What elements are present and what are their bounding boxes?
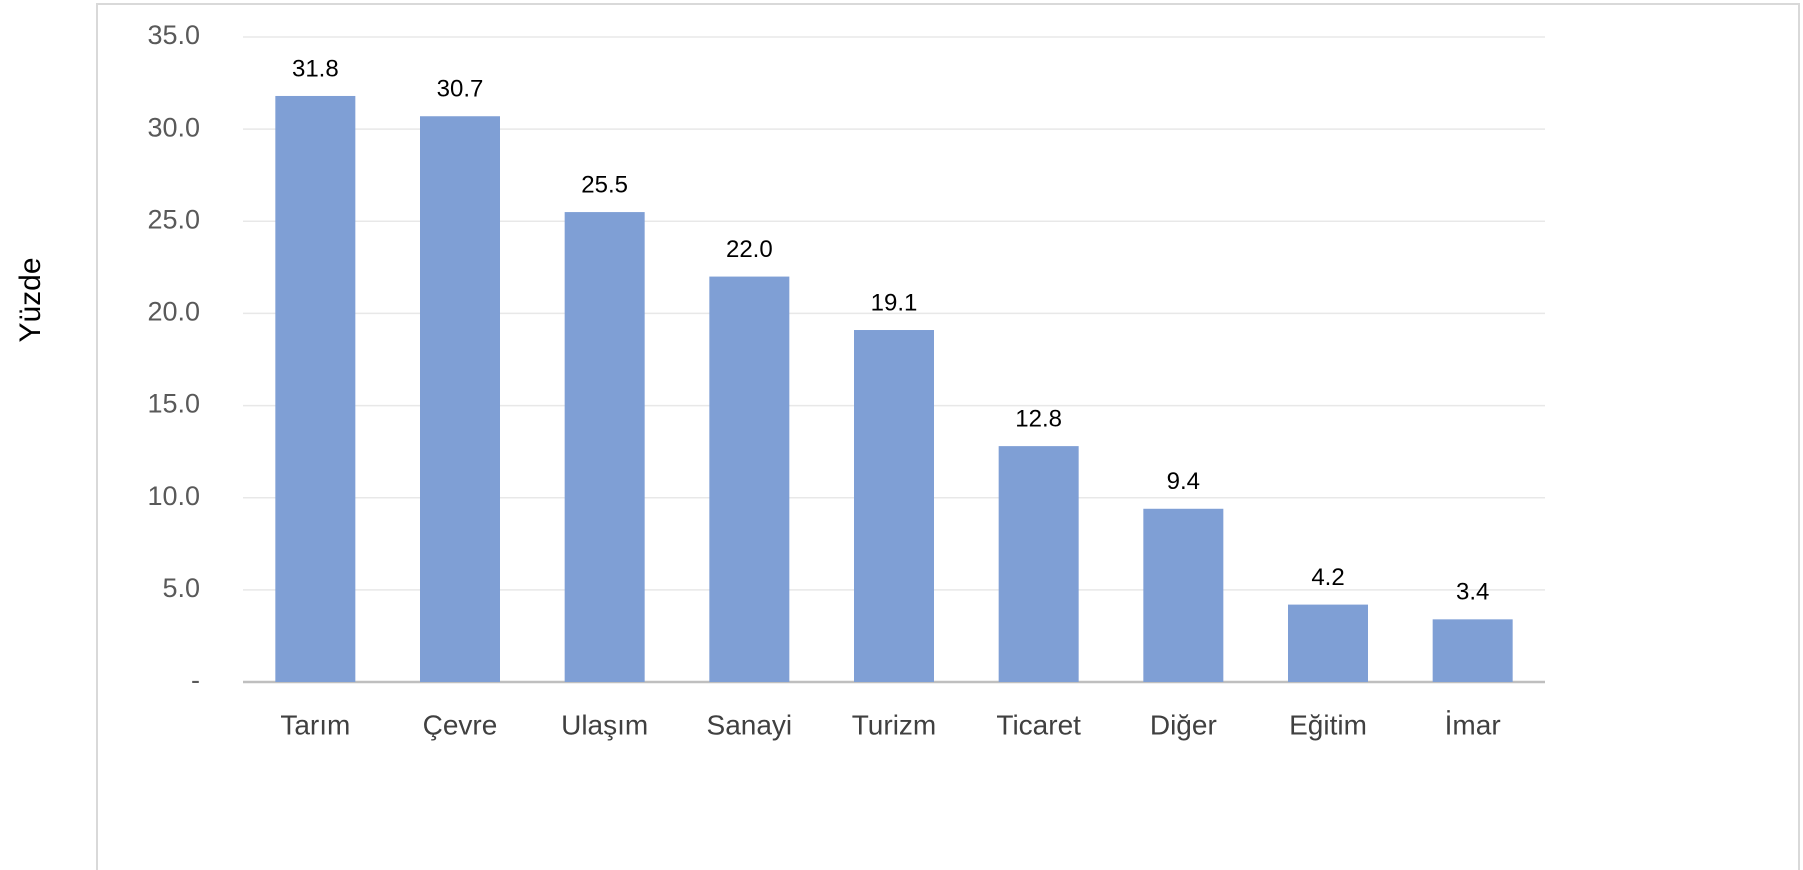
value-label: 3.4 [1456, 579, 1489, 606]
bar [275, 95, 356, 682]
bar [1288, 604, 1368, 682]
value-label: 4.2 [1311, 564, 1344, 591]
chart-border [96, 3, 1800, 870]
y-tick-label: 15.0 [147, 389, 200, 419]
y-tick-label: - [191, 665, 200, 695]
x-tick-label: Ticaret [996, 709, 1081, 740]
bar [998, 446, 1079, 682]
y-tick-label: 35.0 [147, 20, 200, 50]
x-tick-label: Sanayi [707, 709, 793, 740]
y-tick-label: 25.0 [147, 204, 200, 234]
value-label: 9.4 [1167, 468, 1200, 495]
value-label: 19.1 [871, 289, 918, 316]
x-tick-label: Turizm [852, 709, 937, 740]
x-tick-label: İmar [1445, 709, 1501, 740]
value-label: 31.8 [292, 55, 339, 82]
value-label: 25.5 [581, 171, 628, 198]
x-tick-label: Eğitim [1289, 709, 1367, 740]
x-tick-label: Ulaşım [561, 709, 648, 740]
bar [420, 116, 500, 682]
y-tick-label: 20.0 [147, 297, 200, 327]
y-axis-label: Yüzde [14, 257, 47, 342]
x-tick-label: Çevre [423, 709, 498, 740]
value-label: 30.7 [437, 76, 484, 103]
y-tick-label: 5.0 [162, 573, 200, 603]
bar [709, 276, 790, 682]
bar [1143, 508, 1224, 682]
x-tick-label: Tarım [280, 709, 350, 740]
y-tick-label: 10.0 [147, 481, 200, 511]
bar [854, 330, 934, 682]
y-tick-label: 30.0 [147, 112, 200, 142]
x-tick-label: Diğer [1150, 709, 1217, 740]
bar [1432, 619, 1513, 682]
value-label: 22.0 [726, 236, 773, 263]
value-label: 12.8 [1015, 405, 1062, 432]
bar [564, 212, 645, 683]
